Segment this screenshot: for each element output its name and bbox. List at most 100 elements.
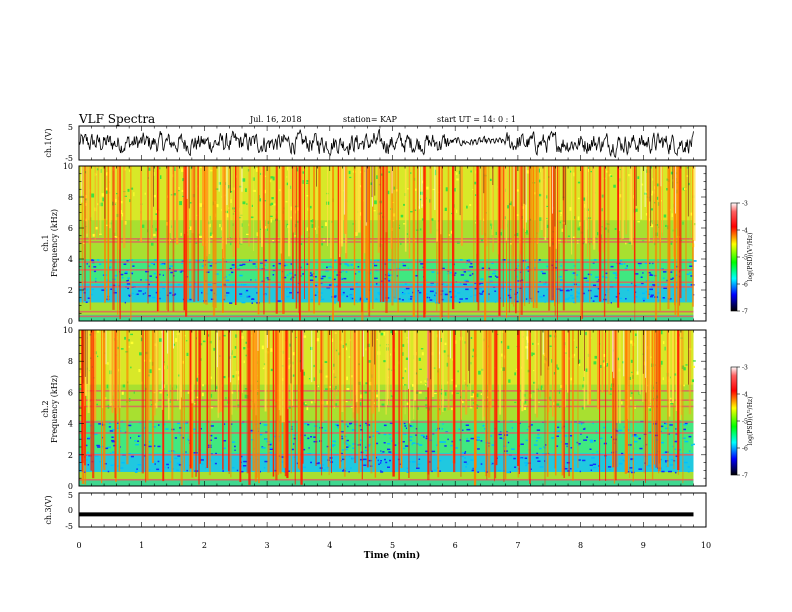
spec-sferic — [668, 166, 671, 300]
spec-sferic — [299, 166, 301, 321]
spec-speck — [121, 462, 125, 464]
freq-tick-label: 6 — [68, 388, 73, 397]
spec-speck — [112, 429, 115, 431]
spec-speck — [111, 440, 116, 443]
spec-speck — [593, 361, 597, 365]
spec-speck — [392, 213, 396, 217]
spec-speck — [689, 272, 692, 274]
spec-speck — [480, 440, 483, 442]
spec-speck — [174, 437, 177, 439]
spec-speck — [632, 194, 634, 199]
spec-speck — [474, 287, 477, 290]
spec-speck — [324, 222, 328, 227]
spec-sferic — [86, 166, 88, 234]
spec-speck — [441, 282, 445, 285]
spec-speck — [148, 295, 151, 297]
spec-speck — [435, 429, 438, 431]
spec-sferic — [524, 166, 526, 233]
spec-sferic — [650, 166, 652, 226]
spec-speck — [394, 444, 397, 446]
spec-speck — [409, 425, 412, 427]
spec-speck — [244, 291, 247, 293]
spec-speck — [116, 193, 118, 195]
spec-speck — [418, 206, 420, 209]
spec-speck — [155, 213, 158, 215]
spec-speck — [416, 467, 420, 469]
spec-speck — [111, 436, 114, 438]
spec-speck — [207, 334, 210, 337]
spec-speck — [214, 462, 217, 465]
spec-speck — [334, 423, 338, 426]
spec-speck — [583, 439, 588, 441]
spec-speck — [136, 468, 138, 470]
spec-sferic — [439, 166, 442, 319]
spec-speck — [660, 330, 663, 335]
ch2-spectrogram-image — [79, 330, 696, 486]
spec-sferic — [532, 166, 535, 308]
spec-sferic — [126, 330, 129, 465]
spec-speck — [691, 444, 693, 446]
spec-speck — [535, 440, 538, 442]
spec-speck — [129, 170, 131, 172]
spec-speck — [127, 287, 129, 290]
spec-speck — [570, 294, 573, 297]
spec-speck — [463, 461, 467, 463]
spec-speck — [358, 300, 362, 302]
spec-sferic — [473, 166, 475, 303]
spec-speck — [523, 406, 526, 410]
spec-speck — [79, 387, 83, 390]
spec-sferic — [343, 330, 346, 477]
spec-speck — [415, 275, 418, 277]
spec-sferic — [118, 166, 120, 250]
spec-sferic — [367, 166, 370, 313]
spec-speck — [306, 182, 309, 184]
spec-sferic — [214, 166, 217, 308]
spec-speck — [153, 263, 155, 266]
spec-speck — [425, 383, 427, 386]
spec-speck — [425, 407, 428, 409]
spec-speck — [518, 287, 522, 289]
spec-sferic — [374, 166, 376, 196]
spec-speck — [454, 290, 456, 293]
spec-speck — [530, 468, 532, 470]
spec-sferic — [460, 166, 463, 246]
spec-sferic — [651, 330, 654, 480]
spec-sferic — [526, 330, 528, 360]
spec-speck — [131, 272, 133, 275]
spec-sferic — [431, 330, 435, 397]
spec-speck — [345, 443, 349, 445]
spec-speck — [179, 427, 182, 429]
spec-speck — [424, 380, 426, 383]
spec-sferic — [645, 330, 647, 393]
spec-sferic — [687, 166, 689, 217]
spec-speck — [407, 292, 410, 295]
spec-speck — [421, 218, 424, 221]
spec-sferic — [675, 166, 676, 214]
spec-speck — [630, 359, 633, 363]
spec-speck — [472, 355, 474, 358]
spec-sferic — [361, 166, 364, 321]
spec-sferic — [199, 330, 201, 464]
spec-sferic — [216, 330, 218, 368]
spec-speck — [101, 193, 105, 197]
spec-sferic — [385, 166, 388, 313]
figure-title: VLF Spectra — [79, 112, 156, 126]
spec-sferic — [679, 166, 681, 306]
spec-speck — [229, 284, 232, 286]
spec-speck — [143, 454, 146, 457]
spec-speck — [336, 424, 339, 427]
spec-speck — [683, 367, 686, 371]
spec-speck — [470, 295, 472, 298]
spec-speck — [133, 192, 135, 197]
spec-speck — [525, 464, 527, 467]
spec-speck — [294, 224, 297, 228]
spec-speck — [604, 276, 609, 279]
spec-speck — [642, 292, 645, 295]
spec-sferic — [320, 330, 321, 465]
spec-speck — [425, 450, 429, 453]
spec-speck — [415, 229, 419, 231]
spec-speck — [659, 360, 663, 365]
spec-speck — [480, 393, 482, 395]
spec-sferic — [327, 330, 330, 467]
